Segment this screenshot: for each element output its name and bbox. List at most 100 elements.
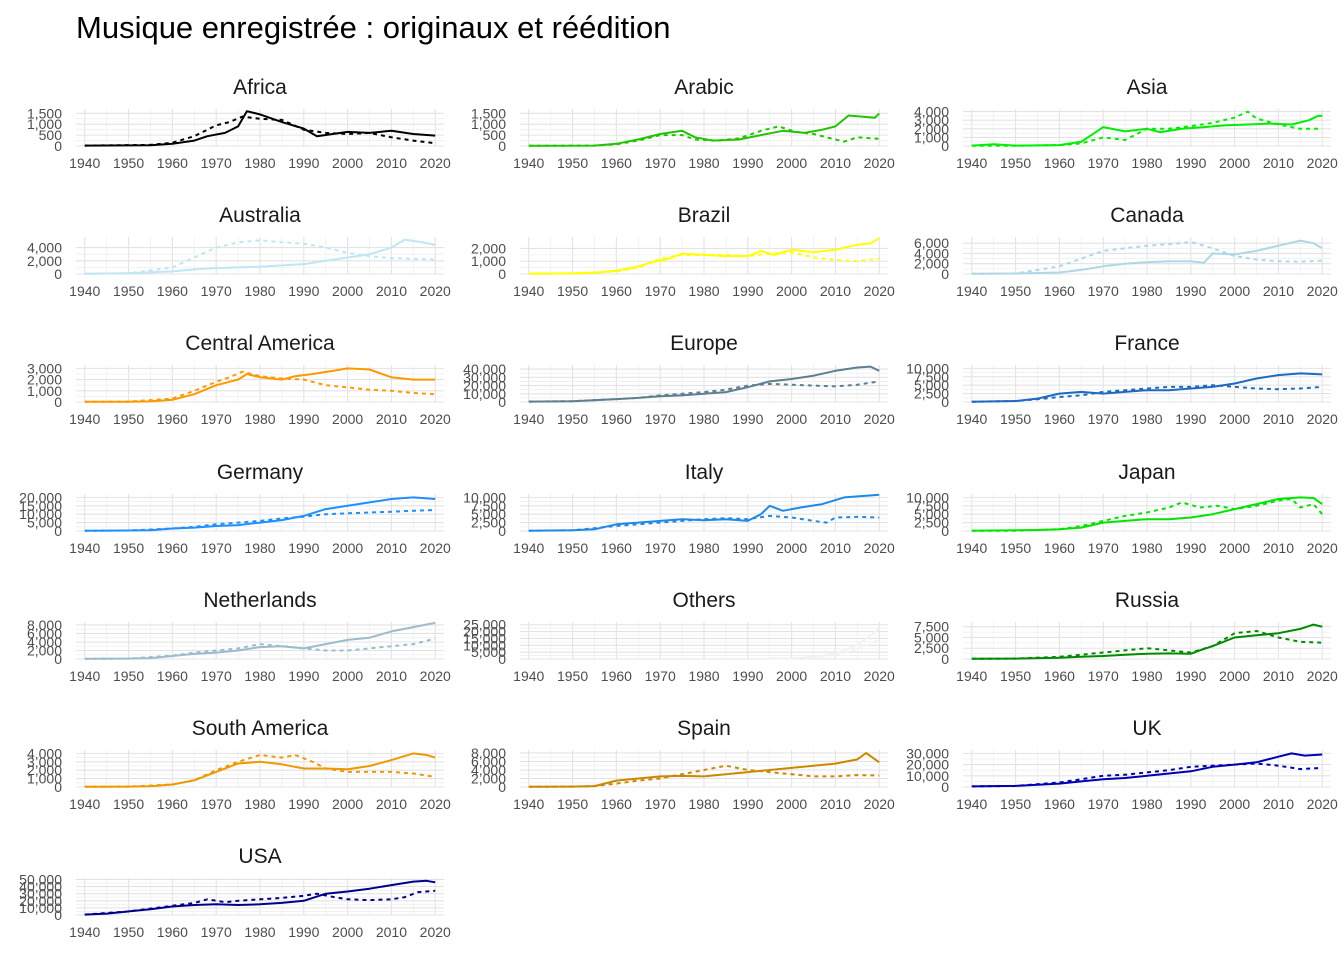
x-tick-label: 1980	[1131, 796, 1162, 812]
x-tick-label: 1990	[288, 411, 319, 427]
series-dashed-line	[84, 239, 436, 275]
x-tick-label: 1960	[601, 796, 632, 812]
series-dashed-line	[971, 630, 1323, 660]
x-tick-label: 1970	[1088, 283, 1119, 299]
series-solid-line	[84, 879, 436, 916]
y-tick-label: 0	[498, 651, 506, 667]
panel-title: Russia	[1115, 589, 1180, 612]
x-tick-label: 1980	[244, 155, 275, 171]
series-solid-line	[971, 114, 1323, 147]
x-tick-label: 1980	[688, 411, 719, 427]
y-tick-label: 0	[54, 779, 62, 795]
y-tick-label: 0	[941, 266, 949, 282]
y-tick-label: 3,000	[914, 112, 949, 128]
y-tick-label: 2,000	[471, 240, 506, 256]
x-tick-label: 2000	[776, 283, 807, 299]
y-tick-label: 1,000	[914, 129, 949, 145]
x-tick-label: 2010	[1263, 796, 1294, 812]
series-solid-line	[84, 752, 436, 788]
y-tick-label: 0	[498, 394, 506, 410]
series-solid-line	[747, 628, 880, 660]
y-tick-label: 10,000	[463, 489, 506, 505]
x-tick-label: 1940	[69, 155, 100, 171]
y-tick-label: 10,000	[463, 637, 506, 653]
x-tick-label: 1940	[956, 155, 987, 171]
y-tick-label: 0	[941, 138, 949, 154]
x-tick-label: 1960	[157, 411, 188, 427]
panel-title: Australia	[219, 204, 301, 227]
x-tick-label: 2020	[1307, 283, 1338, 299]
x-tick-label: 1950	[557, 796, 588, 812]
panel-title: Central America	[185, 332, 335, 355]
series-dashed-line	[84, 370, 436, 403]
x-tick-label: 1970	[201, 540, 232, 556]
x-tick-label: 1950	[113, 668, 144, 684]
x-tick-label: 1950	[1000, 796, 1031, 812]
x-tick-label: 1990	[288, 796, 319, 812]
y-tick-label: 20,000	[463, 378, 506, 394]
panel-title: Arabic	[674, 76, 734, 99]
y-tick-label: 0	[498, 523, 506, 539]
panel-title: Netherlands	[203, 589, 316, 612]
x-tick-label: 1980	[244, 924, 275, 940]
x-tick-label: 2000	[1219, 796, 1250, 812]
y-tick-label: 50,000	[19, 871, 62, 887]
y-tick-label: 7,500	[471, 498, 506, 514]
y-tick-label: 5,000	[914, 506, 949, 522]
y-tick-label: 0	[54, 394, 62, 410]
panel-title: Brazil	[678, 204, 731, 227]
x-tick-label: 1980	[244, 411, 275, 427]
y-tick-label: 5,000	[914, 629, 949, 645]
series-dashed-line	[971, 498, 1323, 532]
x-tick-label: 2020	[864, 796, 895, 812]
x-tick-label: 1970	[1088, 540, 1119, 556]
x-tick-label: 1970	[201, 668, 232, 684]
x-tick-label: 2000	[776, 155, 807, 171]
x-tick-label: 1940	[956, 283, 987, 299]
x-tick-label: 1980	[1131, 668, 1162, 684]
y-tick-label: 20,000	[906, 757, 949, 773]
y-tick-label: 2,000	[471, 770, 506, 786]
x-tick-label: 2010	[376, 796, 407, 812]
x-tick-label: 1950	[557, 540, 588, 556]
x-tick-label: 1980	[1131, 540, 1162, 556]
x-tick-label: 1940	[69, 283, 100, 299]
y-tick-label: 2,000	[27, 253, 62, 269]
series-dashed-line	[84, 889, 436, 916]
y-tick-label: 3,000	[27, 754, 62, 770]
x-tick-label: 2020	[420, 283, 451, 299]
x-tick-label: 1940	[69, 668, 100, 684]
y-tick-label: 10,000	[906, 768, 949, 784]
x-tick-label: 2010	[376, 668, 407, 684]
x-tick-label: 1980	[688, 155, 719, 171]
y-tick-label: 1,000	[27, 771, 62, 787]
x-tick-label: 1960	[1044, 283, 1075, 299]
x-tick-label: 1940	[513, 668, 544, 684]
panel-title: Asia	[1127, 76, 1168, 99]
y-tick-label: 8,000	[27, 617, 62, 633]
x-tick-label: 1950	[1000, 155, 1031, 171]
y-tick-label: 4,000	[27, 745, 62, 761]
x-tick-label: 2010	[820, 668, 851, 684]
panel-title: UK	[1132, 717, 1161, 740]
y-tick-label: 5,000	[27, 515, 62, 531]
x-tick-label: 1970	[201, 283, 232, 299]
y-tick-label: 1,000	[27, 116, 62, 132]
x-tick-label: 1980	[244, 796, 275, 812]
x-tick-label: 2000	[332, 411, 363, 427]
x-tick-label: 1960	[1044, 668, 1075, 684]
x-tick-label: 1980	[688, 283, 719, 299]
x-tick-label: 1970	[645, 540, 676, 556]
y-tick-label: 2,000	[27, 372, 62, 388]
x-tick-label: 1960	[1044, 411, 1075, 427]
x-tick-label: 2010	[820, 411, 851, 427]
